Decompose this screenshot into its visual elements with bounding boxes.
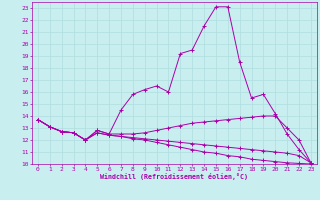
X-axis label: Windchill (Refroidissement éolien,°C): Windchill (Refroidissement éolien,°C) <box>100 173 248 180</box>
